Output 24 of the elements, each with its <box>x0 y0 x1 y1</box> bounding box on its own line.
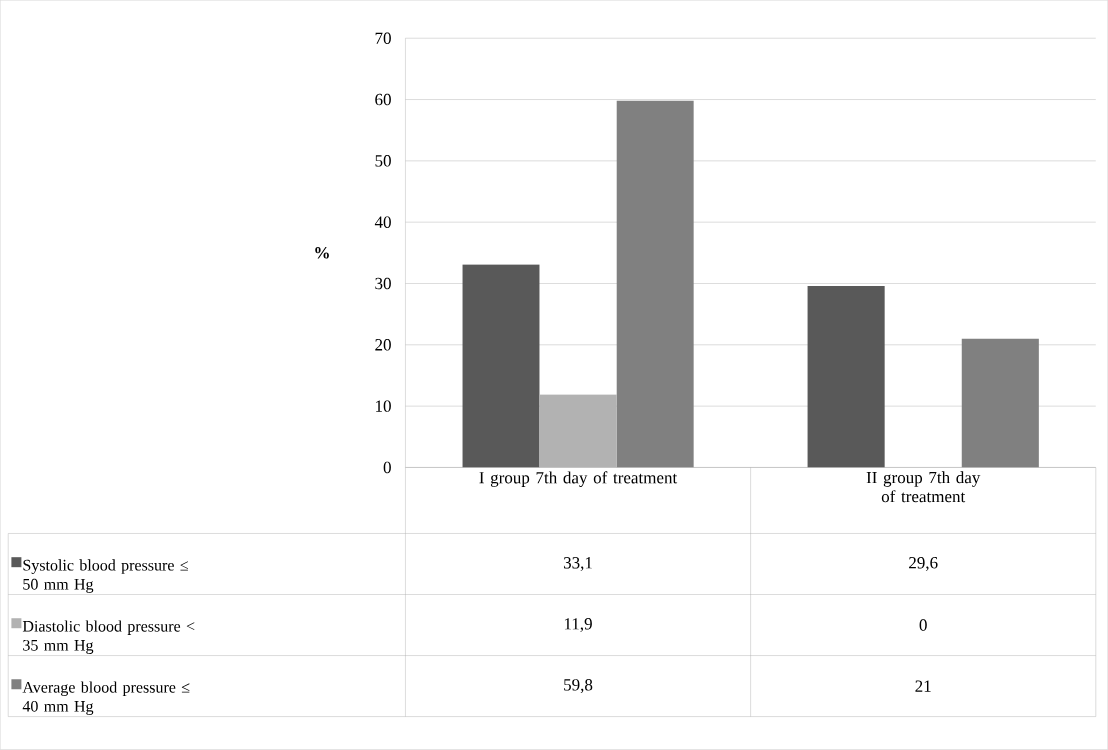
bar <box>807 286 885 468</box>
y-axis-title: % <box>315 247 329 259</box>
y-tick-label: 20 <box>375 339 391 351</box>
y-tick-label: 70 <box>375 32 391 45</box>
legend-label: Average blood pressure ≤ 40 mm Hg <box>22 681 190 716</box>
data-label: 11,9 <box>564 618 592 633</box>
data-label: 59,8 <box>564 679 593 694</box>
legend-label: Diastolic blood pressure < 35 mm Hg <box>22 620 195 655</box>
data-label: 29,6 <box>909 557 938 572</box>
y-tick-label: 0 <box>383 461 391 474</box>
bar <box>961 338 1039 468</box>
legend-label: Systolic blood pressure ≤ 50 mm Hg <box>23 559 188 594</box>
data-label: 0 <box>919 619 927 631</box>
y-tick-label: 40 <box>374 216 391 229</box>
y-tick-label: 10 <box>376 400 391 412</box>
data-label: 21 <box>915 680 931 692</box>
x-tick-label: II group 7th day of treatment <box>866 471 981 503</box>
y-tick-label: 50 <box>375 155 391 167</box>
data-label: 33,1 <box>563 557 592 572</box>
x-tick-label: I group 7th day of treatment <box>479 471 678 488</box>
y-tick-label: 30 <box>375 277 391 290</box>
bar <box>462 264 540 468</box>
y-tick-label: 60 <box>375 93 391 106</box>
bar <box>616 100 694 468</box>
